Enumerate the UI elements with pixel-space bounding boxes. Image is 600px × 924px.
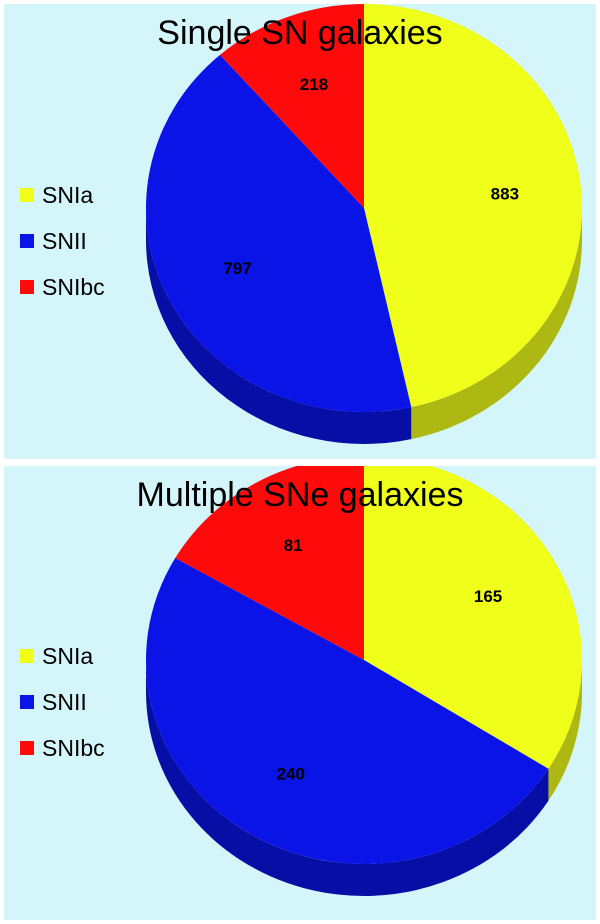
pie-chart-single: 883 797 218 [145,4,583,444]
legend-item-snii: SNII [20,218,105,264]
legend-item-snii: SNII [20,679,105,725]
pie-slice-snia [364,4,583,408]
legend-swatch [20,695,34,709]
pie-slice-snia [364,466,583,769]
legend-swatch [20,741,34,755]
legend-swatch [20,280,34,294]
slice-value-label: 797 [223,259,251,278]
legend-item-snibc: SNIbc [20,264,105,310]
pie-side-snii [146,208,412,444]
slice-value-label: 165 [474,587,502,606]
legend-item-snibc: SNIbc [20,725,105,771]
legend: SNIa SNII SNIbc [20,633,105,771]
legend-swatch [20,649,34,663]
slice-value-label: 81 [284,536,303,555]
pie-side-walls [146,208,582,444]
pie-side-snia [411,208,582,440]
pie-chart-multiple: 165 240 81 [145,466,583,896]
legend-item-snia: SNIa [20,633,105,679]
pie-side-snii [146,660,549,896]
legend-item-snia: SNIa [20,172,105,218]
slice-value-label: 240 [277,765,305,784]
legend-label: SNIbc [42,734,105,761]
pie-slice-snii [145,558,549,865]
legend-swatch [20,234,34,248]
legend-label: SNIbc [42,273,105,300]
pie-side-walls [146,660,582,896]
chart-panel-single: 883 797 218 Single SN galaxies SNIa SNII S… [4,4,596,459]
legend-label: SNIa [42,181,94,208]
legend-label: SNII [42,688,87,715]
pie-slice-snii [145,54,412,413]
slice-value-label: 218 [300,75,328,94]
chart-title: Multiple SNe galaxies [136,476,464,514]
pie-side-snia [548,660,582,801]
chart-panel-multiple: 165 240 81 Multiple SNe galaxies SNIa SNII… [4,466,596,920]
pie-slice-snibc [219,4,364,208]
legend-swatch [20,188,34,202]
legend-label: SNII [42,227,87,254]
slice-value-label: 883 [491,185,519,204]
pie-slice-snibc [175,466,364,660]
legend: SNIa SNII SNIbc [20,172,105,310]
legend-label: SNIa [42,642,94,669]
chart-title: Single SN galaxies [157,14,443,52]
